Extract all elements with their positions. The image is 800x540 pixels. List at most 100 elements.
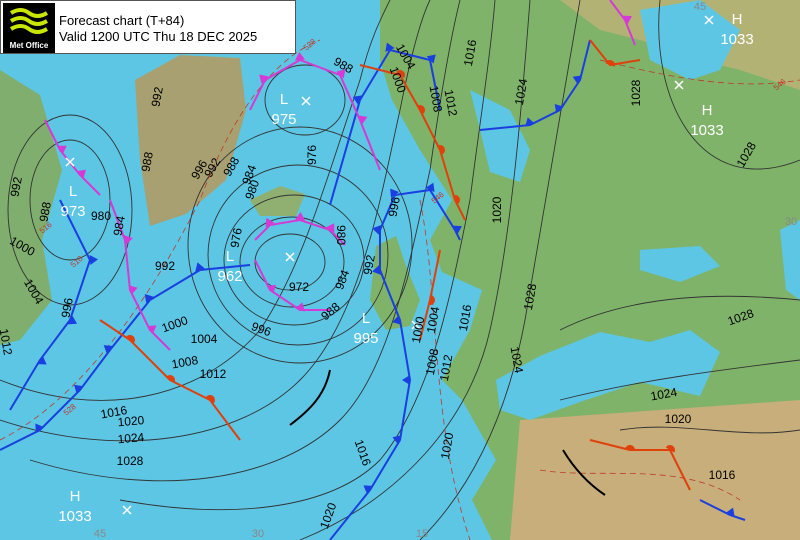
cold-front: [699, 499, 746, 521]
center-cross: [122, 505, 132, 515]
isobar-label: 992: [155, 259, 175, 273]
isobar-label: 996: [249, 319, 273, 339]
occluded-front: [609, 0, 636, 46]
center-pressure: 975: [271, 111, 296, 128]
isobar-label: 996: [59, 296, 76, 318]
center-cross: [285, 252, 295, 262]
isobar-label: 980: [242, 178, 262, 202]
center-pressure: 995: [353, 330, 378, 347]
center-cross: [674, 80, 684, 90]
logo-waves: [9, 8, 49, 34]
logo: Met Office: [3, 3, 55, 53]
valid-time: Valid 1200 UTC Thu 18 DEC 2025: [59, 29, 258, 44]
isobar-label: 1012: [0, 327, 15, 356]
isobar-label: 976: [228, 226, 245, 248]
grid-label: 45: [694, 1, 706, 13]
isobar-label: 1012: [200, 367, 227, 381]
isobar-label: 996: [386, 195, 403, 217]
occluded-front: [249, 52, 381, 171]
isobar-label: 1016: [709, 468, 736, 482]
isobar-label: 1016: [99, 403, 128, 421]
cold-front: [0, 262, 251, 451]
warm-front: [99, 319, 241, 441]
sea: [496, 330, 720, 420]
center-cross: [704, 15, 714, 25]
isobar-label: 1020: [438, 431, 456, 460]
logo-text: Met Office: [9, 41, 49, 50]
warm-front: [589, 39, 641, 67]
sea: [780, 220, 800, 300]
occluded-front: [109, 199, 171, 351]
sea: [640, 246, 720, 282]
isobar-label: 1016: [456, 303, 474, 332]
isobar-label: 984: [239, 163, 259, 187]
fronts: [0, 0, 746, 540]
center-pressure: 1033: [720, 31, 753, 48]
isobar-label: 1028: [521, 282, 539, 311]
isobar-label: 980: [91, 209, 111, 223]
header: Met Office Forecast chart (T+84) Valid 1…: [0, 0, 296, 54]
isobar-label: 992: [361, 253, 378, 275]
isobar-label: 976: [305, 145, 319, 165]
isobar-label: 1004: [424, 305, 442, 334]
center-pressure: 1033: [58, 508, 91, 525]
isobar-label: 1008: [427, 84, 445, 113]
center-type: L: [226, 248, 234, 265]
warm-front: [589, 439, 691, 491]
land: [135, 55, 246, 226]
warm-front: [359, 64, 466, 221]
center-pressure: 962: [217, 268, 242, 285]
isobar-label: 1016: [461, 38, 479, 67]
isobar-label: 1012: [437, 353, 455, 382]
center-type: H: [732, 11, 743, 28]
grid-label: 45: [94, 528, 106, 540]
grid-label: 15: [416, 528, 428, 540]
center-cross: [65, 157, 75, 167]
isobar-label: 1024: [508, 345, 526, 374]
isobar: [559, 295, 800, 331]
logo-mark: [9, 8, 49, 34]
isobar-label: 1008: [423, 347, 441, 376]
occluded-front: [254, 259, 330, 312]
isobar-label: 988: [37, 200, 54, 222]
center-pressure: 973: [60, 203, 85, 220]
isobar-label: 992: [149, 85, 166, 107]
land: [250, 186, 305, 216]
thickness-line: [599, 59, 800, 85]
center-cross: [301, 96, 311, 106]
warm-front: [419, 249, 441, 341]
isobar-label: 1024: [512, 77, 530, 106]
grid-label: 30: [252, 528, 264, 540]
isobar-label: 1020: [665, 412, 692, 426]
isobar-label: 988: [139, 150, 156, 172]
isobar-label: 1012: [442, 88, 460, 117]
isobar-label: 1020: [117, 413, 145, 429]
center-type: H: [70, 488, 81, 505]
isobar-label: 980: [334, 225, 348, 245]
land-high: [510, 400, 800, 540]
isobar: [658, 0, 800, 170]
isobar-label: 1024: [117, 430, 145, 446]
isobar-label: 984: [332, 268, 352, 292]
sea: [470, 90, 530, 182]
center-pressure: 1033: [690, 122, 723, 139]
trough: [289, 369, 331, 426]
chart-title: Forecast chart (T+84): [59, 13, 185, 28]
isobar-label: 972: [289, 280, 309, 294]
center-cross: [411, 320, 421, 330]
isobar-label: 1024: [649, 385, 678, 403]
isobar: [559, 359, 800, 401]
thickness-line: [539, 469, 741, 501]
occluded-front: [254, 212, 346, 246]
isobar-label: 992: [8, 175, 25, 197]
grid-label: 30: [785, 216, 797, 228]
center-type: L: [280, 91, 288, 108]
isobar-label: 1028: [117, 454, 144, 468]
isobar-label: 1008: [170, 353, 199, 371]
isobar-label: 1028: [629, 79, 643, 106]
center-type: L: [362, 310, 370, 327]
isobar-label: 984: [111, 214, 128, 236]
center-type: L: [69, 183, 77, 200]
